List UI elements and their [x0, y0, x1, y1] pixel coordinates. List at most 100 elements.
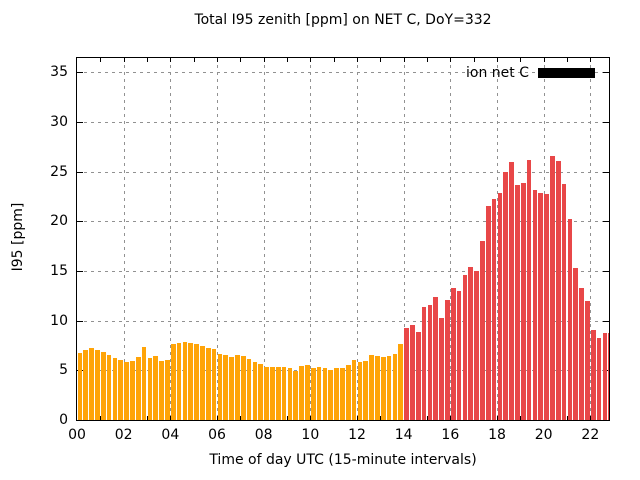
y-tick-mark	[603, 320, 609, 322]
data-bar	[176, 342, 182, 420]
data-bar	[95, 350, 100, 420]
data-bar	[590, 329, 596, 420]
x-gridline	[590, 58, 592, 420]
x-gridline	[263, 58, 265, 420]
data-bar	[305, 365, 310, 420]
x-gridline	[357, 58, 358, 420]
y-tick-mark	[77, 320, 83, 322]
legend: ion net C	[466, 65, 595, 81]
data-bar	[235, 355, 240, 420]
y-gridline	[77, 320, 609, 322]
data-bar	[608, 332, 609, 420]
data-bar	[240, 356, 246, 420]
data-bar	[380, 357, 386, 420]
data-bar	[357, 362, 363, 420]
data-bar	[194, 343, 199, 420]
data-bar	[526, 159, 532, 420]
data-bar	[520, 182, 526, 420]
data-bar	[159, 361, 164, 420]
data-bar	[293, 371, 299, 420]
y-tick-mark	[603, 72, 609, 74]
data-bar	[555, 160, 561, 420]
data-bar	[375, 356, 380, 420]
hour-tick-mark	[333, 58, 335, 62]
data-bar	[345, 365, 351, 420]
data-bar	[205, 347, 211, 420]
x-tick-label: 14	[394, 427, 413, 443]
data-bar	[538, 192, 544, 420]
data-bar	[456, 290, 462, 420]
data-bar	[468, 267, 474, 420]
x-tick-label: 22	[581, 427, 600, 443]
x-gridline	[170, 58, 172, 420]
x-tick-label: 12	[348, 427, 366, 443]
hour-tick-mark	[310, 58, 312, 62]
data-bar	[147, 358, 153, 420]
hour-tick-mark	[497, 58, 498, 62]
y-gridline	[77, 171, 609, 173]
data-bar	[188, 342, 194, 420]
hour-tick-mark	[590, 58, 592, 62]
hour-tick-mark	[100, 58, 102, 62]
data-bar	[480, 241, 485, 420]
y-tick-label: 20	[50, 213, 68, 230]
hour-tick-mark	[380, 58, 382, 62]
y-gridline	[77, 72, 609, 74]
hour-tick-mark	[147, 58, 148, 62]
hour-tick-mark	[427, 58, 428, 62]
data-bar	[124, 362, 129, 420]
y-tick-mark	[603, 271, 609, 273]
y-tick-mark	[77, 72, 83, 74]
y-tick-mark	[77, 271, 83, 273]
hour-tick-mark	[240, 58, 242, 62]
data-bar	[392, 354, 398, 420]
data-bar	[141, 346, 147, 420]
data-bar	[596, 337, 602, 420]
y-tick-label: 0	[59, 412, 68, 428]
hour-tick-mark	[193, 58, 195, 62]
data-bar	[211, 348, 217, 420]
data-bar	[112, 358, 118, 420]
y-tick-label: 10	[50, 312, 68, 329]
data-bar	[404, 327, 409, 420]
data-bar	[497, 192, 503, 420]
data-bar	[165, 360, 170, 420]
data-bar	[334, 368, 339, 420]
data-bar	[433, 296, 439, 420]
y-tick-mark	[77, 122, 83, 124]
y-tick-mark	[77, 171, 83, 173]
hour-tick-mark	[263, 58, 265, 62]
y-tick-mark	[603, 122, 609, 124]
hour-tick-mark	[217, 58, 218, 62]
data-bar	[573, 268, 579, 420]
data-bar	[100, 352, 106, 420]
hour-tick-mark	[520, 58, 522, 62]
data-bar	[340, 368, 345, 420]
data-bar	[270, 367, 275, 420]
data-bar	[328, 370, 334, 420]
data-bar	[246, 359, 252, 420]
hour-tick-mark	[403, 58, 405, 62]
data-bar	[322, 368, 328, 420]
data-bar	[200, 345, 205, 420]
x-gridline	[123, 58, 125, 420]
x-tick-label: 00	[68, 427, 86, 443]
data-bar	[561, 183, 567, 420]
hour-tick-mark	[287, 58, 288, 62]
data-bar	[585, 300, 590, 420]
data-bar	[386, 356, 392, 420]
data-bar	[217, 354, 223, 420]
data-bar	[363, 361, 369, 420]
hour-tick-mark	[123, 58, 125, 62]
data-bar	[281, 367, 287, 420]
data-bar	[462, 275, 468, 420]
data-bar	[445, 299, 450, 420]
data-bar	[602, 332, 608, 420]
data-bar	[316, 367, 322, 420]
legend-swatch	[538, 68, 595, 78]
x-gridline	[450, 58, 452, 420]
data-bar	[544, 193, 549, 420]
x-gridline	[217, 58, 218, 420]
plot-area: ion net C	[76, 57, 610, 421]
